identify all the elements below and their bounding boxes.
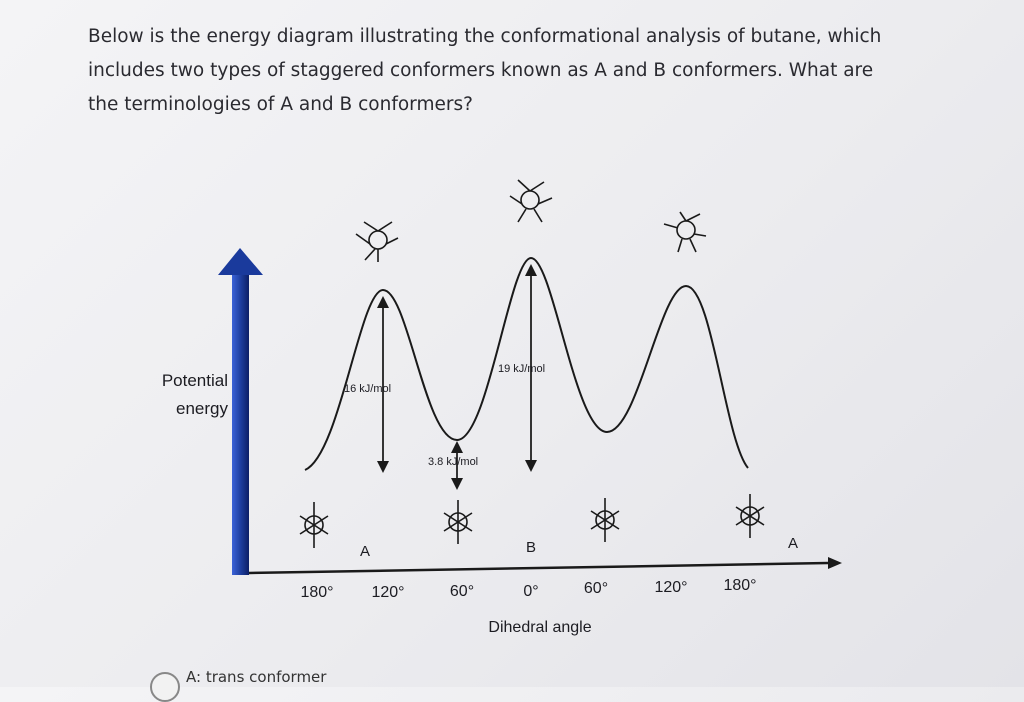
newman-projection-eclipsed-240 — [663, 211, 707, 253]
question-line-1: Below is the energy diagram illustrating… — [88, 26, 882, 47]
question-text: Below is the energy diagram illustrating… — [88, 20, 918, 122]
energy-label: 16 kJ/mol — [344, 383, 391, 395]
energy-arrows — [377, 264, 537, 490]
x-tick-label: 60° — [584, 580, 608, 597]
y-axis-label-line-2: energy — [176, 399, 228, 418]
newman-projection-gauche-right — [590, 498, 620, 542]
conformer-label: B — [526, 539, 536, 556]
energy-label: 3.8 kJ/mol — [428, 456, 478, 468]
x-tick-label: 60° — [450, 583, 474, 600]
newman-projection-anti-left — [299, 502, 329, 548]
y-axis-label-line-1: Potential — [162, 371, 228, 390]
newman-projection-eclipsed-0 — [509, 179, 553, 223]
energy-diagram: Potential energy Dihedral angle 180° 120… — [162, 179, 842, 636]
x-tick-labels: 180° 120° 60° 0° 60° 120° 180° — [300, 577, 756, 601]
newman-projection-eclipsed-120 — [355, 221, 399, 262]
x-tick-label: 0° — [523, 583, 538, 600]
question-line-3: the terminologies of A and B conformers? — [88, 94, 473, 115]
y-axis — [218, 248, 263, 575]
x-tick-label: 120° — [654, 579, 687, 596]
energy-curve — [304, 256, 749, 471]
energy-labels: 16 kJ/mol 19 kJ/mol 3.8 kJ/mol — [344, 363, 545, 468]
newman-projection-gauche-left — [443, 500, 473, 544]
x-tick-label: 180° — [723, 577, 756, 594]
question-line-2: includes two types of staggered conforme… — [88, 60, 874, 81]
energy-label: 19 kJ/mol — [498, 363, 545, 375]
option-a-label: A: trans conformer — [186, 668, 327, 686]
x-axis-title: Dihedral angle — [488, 619, 591, 636]
x-tick-label: 180° — [300, 584, 333, 601]
x-axis — [248, 557, 842, 575]
conformer-label: A — [788, 535, 798, 552]
conformer-labels: A B A — [360, 535, 798, 560]
x-tick-label: 120° — [371, 584, 404, 601]
conformer-label: A — [360, 543, 370, 560]
newman-projection-anti-right — [735, 494, 765, 538]
option-a-radio[interactable] — [150, 672, 180, 702]
